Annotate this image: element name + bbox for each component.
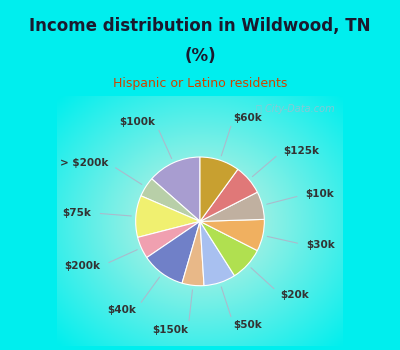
Text: $150k: $150k	[152, 325, 188, 335]
Text: $75k: $75k	[62, 208, 91, 218]
Wedge shape	[200, 222, 234, 286]
Wedge shape	[136, 196, 200, 237]
Text: $20k: $20k	[281, 290, 309, 300]
Text: $125k: $125k	[283, 146, 319, 155]
Wedge shape	[141, 179, 200, 222]
Wedge shape	[147, 222, 200, 283]
Text: (%): (%)	[184, 47, 216, 65]
Text: $60k: $60k	[234, 113, 262, 122]
Text: $100k: $100k	[119, 117, 155, 127]
Text: $40k: $40k	[107, 304, 136, 315]
Wedge shape	[200, 157, 238, 222]
Wedge shape	[152, 157, 200, 222]
Text: > $200k: > $200k	[60, 158, 108, 168]
Wedge shape	[138, 222, 200, 258]
Text: $30k: $30k	[306, 240, 335, 250]
Text: Hispanic or Latino residents: Hispanic or Latino residents	[113, 77, 287, 90]
Wedge shape	[200, 169, 257, 222]
Text: ⓘ City-Data.com: ⓘ City-Data.com	[256, 104, 334, 114]
Text: $10k: $10k	[306, 189, 334, 199]
Text: $200k: $200k	[65, 261, 101, 271]
Text: $50k: $50k	[234, 320, 262, 330]
Wedge shape	[182, 222, 204, 286]
Wedge shape	[200, 219, 264, 251]
Text: Income distribution in Wildwood, TN: Income distribution in Wildwood, TN	[29, 17, 371, 35]
Wedge shape	[200, 222, 257, 276]
Wedge shape	[200, 192, 264, 222]
